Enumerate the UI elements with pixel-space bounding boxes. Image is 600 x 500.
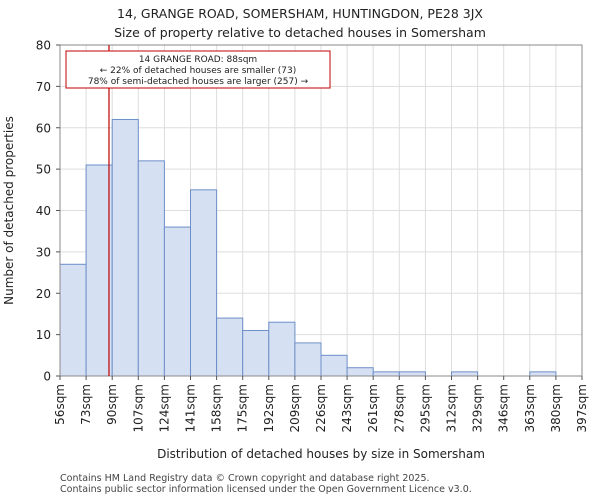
x-tick-label: 158sqm [210, 384, 224, 432]
marker-annotation: 14 GRANGE ROAD: 88sqm ← 22% of detached … [65, 50, 331, 89]
y-tick-label: 0 [43, 370, 51, 384]
y-tick-label: 20 [36, 287, 51, 301]
x-tick-label: 243sqm [340, 384, 354, 432]
y-tick-label: 70 [36, 80, 51, 94]
bar [372, 371, 400, 377]
bar [294, 342, 322, 377]
x-tick-label: 261sqm [366, 384, 380, 432]
y-tick-label: 10 [36, 328, 51, 342]
y-axis-ticks: 0 10 20 30 40 50 60 70 80 [36, 39, 60, 384]
bar [137, 160, 165, 377]
bar [242, 329, 270, 377]
x-tick-label: 397sqm [575, 384, 589, 432]
x-tick-label: 346sqm [497, 384, 511, 432]
chart-title: 14, GRANGE ROAD, SOMERSHAM, HUNTINGDON, … [117, 6, 483, 21]
x-axis-ticks: 56sqm 73sqm 90sqm 107sqm 124sqm 141sqm 158sqm 1… [53, 376, 589, 432]
bar [320, 354, 348, 377]
y-tick-label: 60 [36, 121, 51, 135]
x-tick-label: 226sqm [314, 384, 328, 432]
annotation-line-1: 14 GRANGE ROAD: 88sqm [139, 55, 257, 65]
bar [398, 371, 426, 377]
y-tick-label: 80 [36, 39, 51, 53]
y-tick-label: 30 [36, 245, 51, 259]
x-tick-label: 312sqm [445, 384, 459, 432]
x-tick-label: 56sqm [53, 384, 67, 425]
bar [346, 367, 374, 377]
x-tick-label: 73sqm [79, 384, 93, 425]
annotation-box [65, 50, 331, 89]
x-tick-label: 141sqm [184, 384, 198, 432]
chart-subtitle: Size of property relative to detached ho… [114, 25, 486, 40]
annotation-line-3: 78% of semi-detached houses are larger (… [88, 77, 309, 87]
bar [111, 118, 139, 377]
y-tick-label: 40 [36, 204, 51, 218]
x-tick-label: 124sqm [157, 384, 171, 432]
annotation-line-2: ← 22% of detached houses are smaller (73… [100, 66, 297, 76]
bar [59, 263, 87, 377]
y-tick-label: 50 [36, 163, 51, 177]
x-tick-label: 329sqm [471, 384, 485, 432]
y-axis-label: Number of detached properties [2, 116, 16, 305]
x-axis-label: Distribution of detached houses by size … [157, 447, 485, 461]
bar [529, 371, 557, 377]
bars [59, 118, 557, 377]
footer-line-1: Contains HM Land Registry data © Crown c… [60, 473, 430, 484]
bar [85, 164, 113, 377]
x-tick-label: 278sqm [392, 384, 406, 432]
bar [451, 371, 479, 377]
x-tick-label: 192sqm [262, 384, 276, 432]
bar [163, 226, 191, 377]
x-tick-label: 363sqm [523, 384, 537, 432]
bar [268, 321, 296, 377]
x-tick-label: 209sqm [288, 384, 302, 432]
x-tick-label: 380sqm [549, 384, 563, 432]
x-tick-label: 295sqm [418, 384, 432, 432]
x-tick-label: 175sqm [236, 384, 250, 432]
x-tick-label: 107sqm [131, 384, 145, 432]
bar [216, 317, 244, 377]
x-tick-label: 90sqm [105, 384, 119, 425]
footer-line-2: Contains public sector information licen… [60, 484, 472, 495]
bar [190, 189, 218, 377]
